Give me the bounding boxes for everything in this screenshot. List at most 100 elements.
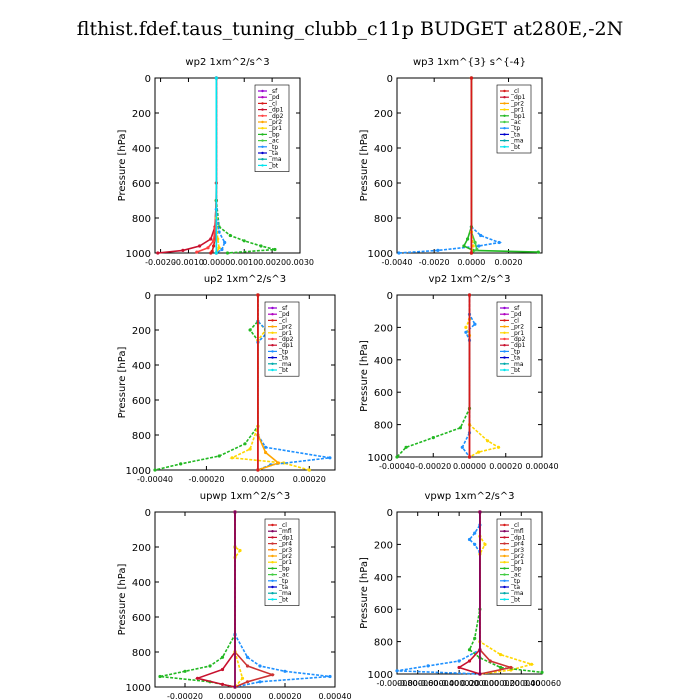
legend-entry: _tp xyxy=(278,578,288,585)
y-tick-label: 200 xyxy=(374,540,393,551)
legend-entry: _pd xyxy=(268,94,280,101)
series-point-bp xyxy=(273,247,277,252)
panel-title: upwp 1xm^2/s^3 xyxy=(200,491,290,502)
series-point-tp xyxy=(283,669,287,673)
legend-box xyxy=(496,84,532,154)
legend-entry: _ta xyxy=(278,355,288,362)
series-point-bp1 xyxy=(536,250,540,254)
y-tick-label: 1000 xyxy=(126,249,151,260)
x-tick-label: 0.0020 xyxy=(258,258,286,267)
series-point-dp1 xyxy=(195,676,200,680)
legend-marker xyxy=(271,306,274,310)
series-point-dp1 xyxy=(181,248,185,252)
x-tick-label: -0.0010 xyxy=(173,258,204,267)
legend-marker xyxy=(271,313,274,316)
x-tick-label: -0.00020 xyxy=(188,475,224,484)
legend-entry: _cl xyxy=(510,522,519,529)
y-axis-label: Pressure [hPa] xyxy=(359,340,370,412)
legend-entry: _bt xyxy=(278,596,289,603)
series-point-bp xyxy=(153,468,157,472)
panel-2: wp3 1xm^{3} s^{-4} Pressure [hPa] 0 200 400 6… xyxy=(359,57,543,267)
legend-marker xyxy=(503,114,506,118)
y-tick-label: 600 xyxy=(132,613,151,624)
legend-marker xyxy=(503,325,506,328)
legend-entry: _pr3 xyxy=(278,547,292,554)
x-tick-label: 0.00000 xyxy=(241,475,274,484)
y-axis-label: Pressure [hPa] xyxy=(359,557,370,629)
x-tick-label: 0.00000 xyxy=(453,462,486,471)
legend-entry: _pr3 xyxy=(510,547,524,554)
legend-marker xyxy=(261,89,264,93)
series-point-bp xyxy=(225,251,230,255)
series-point-pr2 xyxy=(276,461,280,465)
legend-marker xyxy=(503,368,506,372)
legend-entry: _cl xyxy=(278,317,287,324)
legend-entry: _tp xyxy=(268,144,278,151)
y-tick-label: 600 xyxy=(132,179,151,190)
legend-marker xyxy=(503,554,506,558)
y-tick-label: 400 xyxy=(132,144,151,155)
legend-marker xyxy=(503,96,506,99)
panel-title: vp2 1xm^2/s^3 xyxy=(429,274,511,285)
y-tick-label: 800 xyxy=(374,421,393,432)
legend-entry: _ac xyxy=(510,119,521,126)
series-point-cl xyxy=(256,293,260,297)
legend-entry: _dp1 xyxy=(268,107,284,114)
series-point-pr4 xyxy=(488,659,492,663)
y-tick-label: 0 xyxy=(145,508,151,519)
series-line-tp xyxy=(396,512,481,675)
series-point-tp xyxy=(217,230,221,234)
y-tick-label: 1000 xyxy=(368,670,393,681)
y-tick-label: 800 xyxy=(132,431,151,442)
legend-entry: _mfl xyxy=(278,528,292,535)
legend-entry: _ta xyxy=(510,584,520,591)
x-tick-label: 0.000040 xyxy=(502,679,540,688)
y-tick-label: 600 xyxy=(132,396,151,407)
series-line-dp2 xyxy=(196,78,218,253)
legend-entry: _bt xyxy=(510,596,521,603)
legend-marker xyxy=(503,567,506,570)
legend-marker xyxy=(271,530,274,533)
legend-entry: _dp1 xyxy=(510,342,526,349)
legend-marker xyxy=(503,145,506,148)
legend-marker xyxy=(271,350,274,353)
x-tick-label: 0.0000 xyxy=(202,258,230,267)
series-point-bp xyxy=(395,455,399,459)
x-tick-label: -0.0020 xyxy=(419,258,450,267)
y-tick-label: 600 xyxy=(374,179,393,190)
series-point-tp xyxy=(245,655,250,659)
series-point-tp xyxy=(479,233,483,238)
series-point-tp xyxy=(397,251,401,255)
series-point-cl xyxy=(469,251,473,255)
legend-marker xyxy=(271,325,274,328)
panel-3: up2 1xm^2/s^3 Pressure [hPa] 0 200 400 600 800… xyxy=(117,274,336,484)
series-point-dp2 xyxy=(206,246,210,250)
legend-marker xyxy=(261,164,264,167)
y-tick-label: 400 xyxy=(374,573,393,584)
series-point-dp1 xyxy=(457,665,461,670)
legend-marker xyxy=(503,306,506,310)
y-tick-label: 200 xyxy=(132,109,151,120)
series-point-mfl xyxy=(233,510,237,514)
legend-entry: _mfl xyxy=(510,528,524,535)
x-tick-label: 0.00020 xyxy=(293,475,326,484)
series-point-pr1 xyxy=(230,456,234,460)
legend-entry: _bt xyxy=(278,367,289,374)
legend-entry: _pr2 xyxy=(268,119,282,126)
y-tick-label: 400 xyxy=(132,361,151,372)
series-point-bp xyxy=(499,665,503,670)
x-tick-label: -0.000080 xyxy=(376,679,417,688)
series-point-bp xyxy=(208,664,212,668)
series-point-tp xyxy=(264,445,268,449)
legend-entry: _ta xyxy=(268,150,278,157)
legend-entry: _pr1 xyxy=(510,559,524,566)
series-point-pr4 xyxy=(509,665,513,670)
series-point-pr1 xyxy=(248,447,252,451)
series-point-bp xyxy=(217,454,221,458)
series-point-pr4 xyxy=(245,680,250,684)
series-point-pr1 xyxy=(238,548,242,553)
series-point-bp xyxy=(183,669,187,673)
legend-entry: _bt xyxy=(268,162,279,169)
series-line-pr1 xyxy=(234,512,244,688)
